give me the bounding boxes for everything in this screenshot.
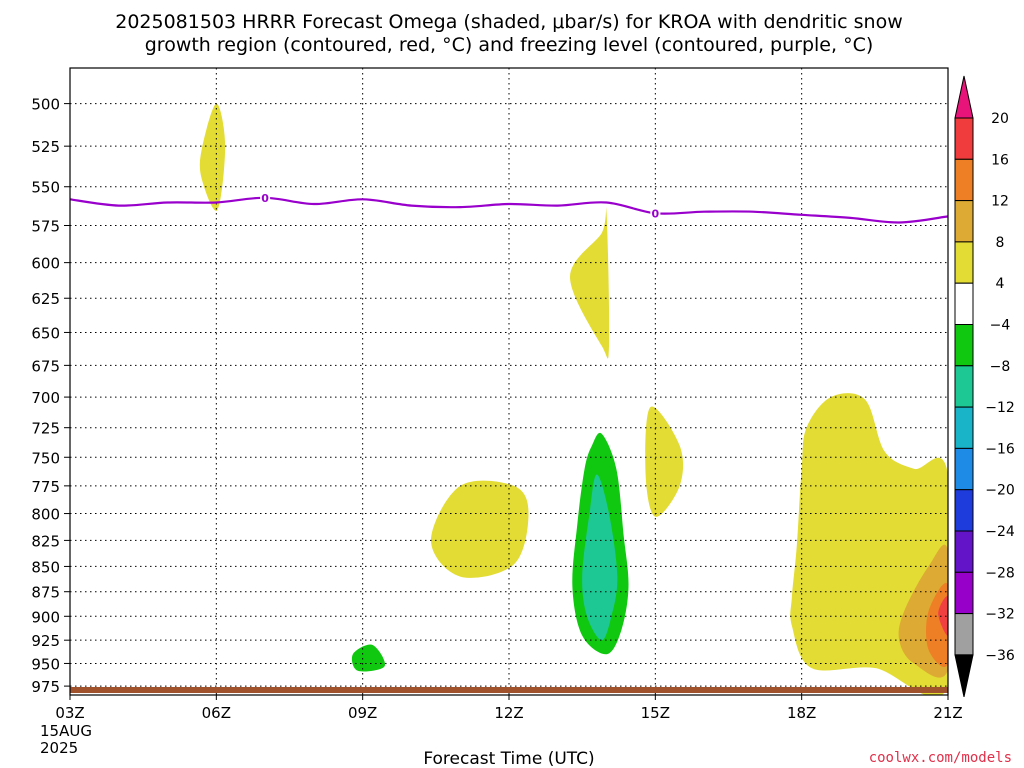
colorbar-segment xyxy=(954,324,974,367)
x-tick-label: 06Z xyxy=(202,704,231,722)
colorbar-segment xyxy=(954,158,974,202)
y-tick-label: 700 xyxy=(31,389,60,407)
grid-lines xyxy=(70,68,948,695)
colorbar-segment xyxy=(954,489,974,532)
y-tick-label: 950 xyxy=(31,655,60,673)
ground-strip xyxy=(70,687,948,693)
x-tick-label: 21Z xyxy=(933,704,962,722)
colorbar-label: 16 xyxy=(991,152,1009,168)
y-tick-label: 900 xyxy=(31,608,60,626)
colorbar-label: 12 xyxy=(991,194,1009,210)
y-tick-label: 725 xyxy=(31,420,60,438)
chart-title-line2: growth region (contoured, red, °C) and f… xyxy=(145,34,874,56)
freezing-level-label-bg xyxy=(650,206,661,221)
y-tick-label: 800 xyxy=(31,506,60,524)
colorbar-segment xyxy=(954,406,974,449)
omega-colorbar: 20 16 12 8 4 −4 −8 −12 −16 −20 −24 −28 −32 −36 xyxy=(954,75,1015,698)
colorbar-segment xyxy=(954,117,974,160)
y-tick-label: 875 xyxy=(31,584,60,602)
colorbar-segment xyxy=(954,241,974,284)
omega-region xyxy=(582,474,618,641)
colorbar-label: −28 xyxy=(985,565,1015,581)
colorbar-label: 8 xyxy=(996,235,1005,251)
x-tick-label: 15Z xyxy=(641,704,670,722)
colorbar-label: −16 xyxy=(985,441,1015,457)
colorbar-segment xyxy=(954,530,974,573)
colorbar-label: −24 xyxy=(985,524,1015,540)
x-date-line2: 2025 xyxy=(40,739,78,757)
ground-layer xyxy=(70,687,948,693)
freezing-level-label: 0 xyxy=(261,192,269,205)
colorbar-segment xyxy=(954,613,974,656)
colorbar-top-arrow xyxy=(954,75,974,119)
y-tick-label: 850 xyxy=(31,558,60,576)
omega-region xyxy=(431,480,529,578)
y-tick-label: 825 xyxy=(31,532,60,550)
colorbar-segment xyxy=(954,571,974,615)
x-axis-ticks: 03Z 06Z 09Z 12Z 15Z 18Z 21Z xyxy=(55,695,963,722)
x-tick-label: 12Z xyxy=(494,704,523,722)
y-tick-label: 775 xyxy=(31,478,60,496)
y-tick-label: 525 xyxy=(31,138,60,156)
x-axis-label: Forecast Time (UTC) xyxy=(423,749,594,768)
omega-region xyxy=(199,103,226,211)
colorbar-label: −32 xyxy=(985,607,1015,623)
site-credit: coolwx.com/models xyxy=(869,750,1012,766)
freezing-level-label: 0 xyxy=(652,207,660,220)
omega-shading xyxy=(199,103,948,695)
colorbar-label: −20 xyxy=(985,483,1015,499)
x-tick-label: 09Z xyxy=(348,704,377,722)
y-tick-label: 925 xyxy=(31,632,60,650)
y-tick-label: 550 xyxy=(31,179,60,197)
colorbar-segment xyxy=(954,365,974,408)
y-tick-label: 750 xyxy=(31,449,60,467)
y-tick-label: 600 xyxy=(31,255,60,273)
colorbar-label: −4 xyxy=(990,318,1011,334)
x-tick-label: 03Z xyxy=(55,704,84,722)
omega-region xyxy=(938,596,948,636)
chart-title-line1: 2025081503 HRRR Forecast Omega (shaded, … xyxy=(115,11,903,33)
freezing-level-label-bg xyxy=(260,190,271,205)
y-tick-label: 975 xyxy=(31,678,60,696)
y-tick-label: 500 xyxy=(31,96,60,114)
y-tick-label: 675 xyxy=(31,357,60,375)
colorbar-segment xyxy=(954,282,974,326)
omega-region xyxy=(570,206,610,359)
colorbar-label: −36 xyxy=(985,648,1015,664)
y-tick-label: 650 xyxy=(31,324,60,342)
colorbar-label: 20 xyxy=(991,111,1009,127)
omega-region xyxy=(351,644,386,672)
colorbar-label: −12 xyxy=(985,400,1015,416)
y-tick-label: 625 xyxy=(31,290,60,308)
y-axis-ticks: 500 525 550 575 600 625 650 675 700 725 750 775 800 8… xyxy=(31,96,70,696)
colorbar-label: −8 xyxy=(990,359,1011,375)
x-tick-label: 18Z xyxy=(787,704,816,722)
freezing-level-contour: 00 xyxy=(69,190,949,224)
colorbar-segment xyxy=(954,200,974,243)
y-tick-label: 575 xyxy=(31,218,60,236)
colorbar-segment xyxy=(954,447,974,491)
colorbar-bottom-arrow xyxy=(954,654,974,698)
freezing-level-line xyxy=(69,196,949,224)
omega-region xyxy=(645,406,684,517)
colorbar-label: 4 xyxy=(996,276,1005,292)
x-date-line1: 15AUG xyxy=(40,722,92,740)
